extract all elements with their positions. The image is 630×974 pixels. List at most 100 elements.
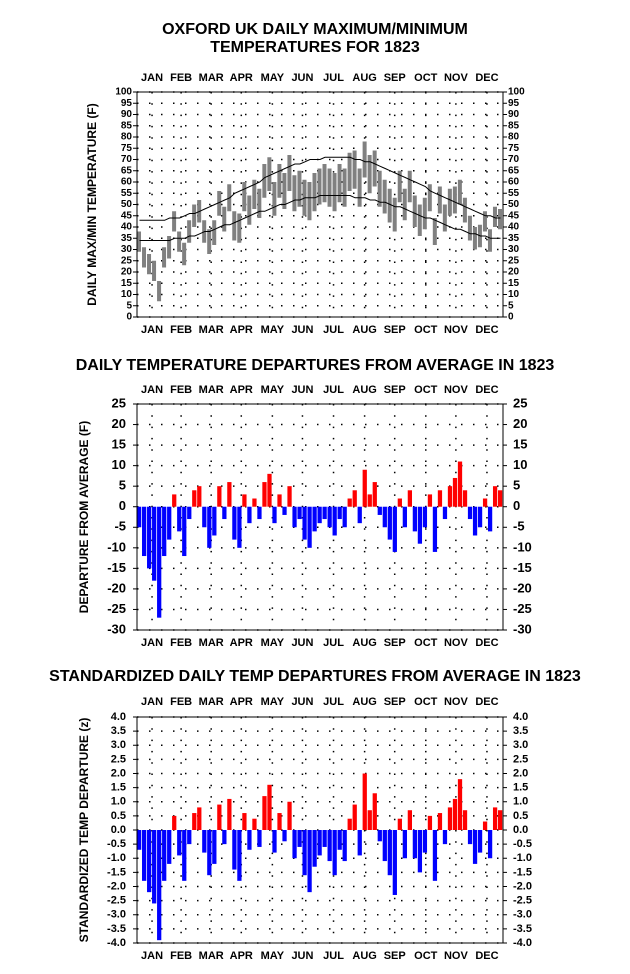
range-bar	[267, 157, 272, 191]
range-bar	[162, 247, 167, 268]
bar	[497, 810, 503, 830]
y-tick-label: 25	[121, 255, 133, 266]
bar	[392, 506, 397, 552]
average-line	[139, 195, 501, 241]
range-bar	[382, 179, 387, 214]
bar	[232, 830, 237, 870]
x-tick-label: MAR	[199, 950, 224, 962]
range-bar	[322, 164, 327, 203]
bar	[212, 506, 217, 536]
bar	[252, 818, 257, 830]
bar	[467, 506, 473, 520]
x-tick-label: JUN	[291, 637, 313, 649]
bar	[447, 486, 453, 507]
y-tick-label: 0	[119, 498, 126, 513]
x-tick-label: APR	[230, 324, 253, 336]
bar	[387, 506, 392, 540]
range-bar	[462, 197, 467, 223]
y-tick-label-right: -4.0	[513, 937, 532, 949]
x-tick-label-top: JUN	[291, 384, 313, 396]
range-bar	[392, 197, 397, 232]
x-tick-label-top: NOV	[444, 72, 469, 84]
y-tick-label-right: 45	[508, 210, 520, 221]
bar	[312, 830, 317, 867]
bar	[167, 506, 172, 540]
x-tick-label: FEB	[170, 324, 192, 336]
x-tick-label-top: MAY	[261, 384, 285, 396]
bar	[142, 506, 147, 557]
y-tick-label-right: 30	[508, 244, 520, 255]
y-tick-label-right: 35	[508, 233, 520, 244]
bar	[292, 506, 297, 528]
x-tick-label-top: JUL	[323, 696, 344, 708]
chart-title: STANDARDIZED DAILY TEMP DEPARTURES FROM …	[49, 668, 581, 685]
range-bar	[172, 211, 177, 232]
range-bar	[342, 168, 347, 207]
y-tick-label: 5	[119, 478, 126, 493]
y-tick-label: 2.5	[111, 753, 126, 765]
bar	[157, 830, 162, 941]
bar	[427, 494, 433, 507]
bar	[207, 506, 212, 548]
y-tick-label-right: 60	[508, 177, 520, 188]
bar	[272, 506, 277, 524]
bar	[292, 830, 297, 859]
y-tick-label-right: 80	[508, 132, 520, 143]
x-tick-label-top: JUL	[323, 384, 344, 396]
x-tick-label-top: NOV	[444, 384, 469, 396]
range-bar	[272, 182, 277, 216]
bar	[367, 494, 372, 507]
y-tick-label-right: 1.0	[513, 796, 528, 808]
bar	[217, 486, 222, 507]
y-tick-label: 4.0	[111, 711, 126, 723]
y-tick-label: 2.0	[111, 767, 126, 779]
bar	[417, 830, 423, 873]
y-tick-label-right: 3.5	[513, 725, 528, 737]
range-bar	[152, 260, 157, 281]
range-bar	[177, 231, 182, 252]
range-bar	[407, 170, 412, 203]
bar	[257, 506, 262, 520]
bar	[202, 506, 207, 528]
bar	[237, 506, 242, 548]
bar	[302, 830, 307, 876]
x-tick-label: AUG	[352, 637, 376, 649]
y-tick-label-right: -10	[513, 539, 532, 554]
range-bar	[457, 179, 462, 205]
range-bar	[237, 213, 242, 243]
bar	[162, 506, 167, 557]
bar	[487, 830, 493, 859]
bar	[167, 830, 172, 864]
range-bar	[157, 281, 162, 302]
bar	[137, 506, 142, 528]
y-tick-label: 80	[121, 132, 133, 143]
bar	[317, 506, 322, 524]
y-tick-label: -2.0	[107, 880, 126, 892]
bar	[452, 477, 458, 507]
bar	[302, 506, 307, 540]
x-tick-label-top: SEP	[384, 72, 406, 84]
bar	[342, 830, 347, 862]
y-axis-label: DEPARTURE FROM AVERAGE (F)	[77, 421, 91, 613]
range-bar	[277, 164, 282, 198]
y-tick-label: 10	[112, 457, 126, 472]
y-tick-label: -25	[107, 601, 126, 616]
range-bar	[492, 206, 497, 227]
plot-frame	[136, 91, 504, 318]
x-tick-label-top: JAN	[141, 696, 163, 708]
range-bar	[327, 168, 332, 207]
range-bar	[317, 168, 322, 205]
range-bar	[372, 150, 377, 187]
range-bar	[182, 242, 187, 266]
bar	[397, 498, 402, 507]
bar	[282, 830, 287, 842]
range-bar	[242, 182, 247, 212]
x-tick-label-top: JAN	[141, 72, 163, 84]
bar	[297, 830, 302, 847]
y-tick-label-right: 20	[508, 267, 520, 278]
bar	[137, 830, 142, 850]
x-tick-label-top: APR	[230, 696, 253, 708]
bar	[422, 506, 428, 528]
range-bar	[147, 254, 152, 275]
y-tick-label-right: -2.0	[513, 880, 532, 892]
